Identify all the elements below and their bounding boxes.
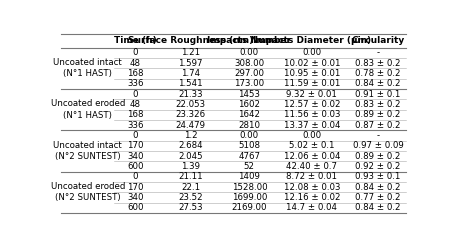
Text: 0: 0 <box>133 90 138 99</box>
Text: 1453: 1453 <box>238 90 260 99</box>
Text: 0.00: 0.00 <box>302 48 321 57</box>
Text: Time (h): Time (h) <box>114 36 157 45</box>
Text: 42.40 ± 0.7: 42.40 ± 0.7 <box>286 162 337 171</box>
Text: 0: 0 <box>133 131 138 140</box>
Text: 0.87 ± 0.2: 0.87 ± 0.2 <box>355 121 401 130</box>
Text: 170: 170 <box>127 141 144 150</box>
Text: 0.91 ± 0.1: 0.91 ± 0.1 <box>355 90 401 99</box>
Text: 9.32 ± 0.01: 9.32 ± 0.01 <box>286 90 337 99</box>
Text: 1409: 1409 <box>238 172 260 181</box>
Text: 1642: 1642 <box>238 110 260 119</box>
Text: 52: 52 <box>244 162 255 171</box>
Text: -: - <box>376 48 380 57</box>
Text: 1528.00: 1528.00 <box>231 183 267 192</box>
Text: 340: 340 <box>127 152 144 161</box>
Text: 24.479: 24.479 <box>175 121 206 130</box>
Text: 21.11: 21.11 <box>178 172 203 181</box>
Text: Impacts Diameter (μm): Impacts Diameter (μm) <box>253 36 371 45</box>
Text: 12.16 ± 0.02: 12.16 ± 0.02 <box>283 193 340 202</box>
Text: 4767: 4767 <box>238 152 260 161</box>
Text: 308.00: 308.00 <box>234 59 264 68</box>
Text: 2810: 2810 <box>238 121 260 130</box>
Text: 0.84 ± 0.2: 0.84 ± 0.2 <box>355 203 401 212</box>
Text: Uncoated eroded
(N°2 SUNTEST): Uncoated eroded (N°2 SUNTEST) <box>51 182 125 202</box>
Text: 12.06 ± 0.04: 12.06 ± 0.04 <box>283 152 340 161</box>
Text: 0.93 ± 0.1: 0.93 ± 0.1 <box>355 172 401 181</box>
Text: Circularity: Circularity <box>351 36 404 45</box>
Text: 0.00: 0.00 <box>240 48 259 57</box>
Text: 8.72 ± 0.01: 8.72 ± 0.01 <box>286 172 337 181</box>
Text: Uncoated intact
(N°1 HAST): Uncoated intact (N°1 HAST) <box>54 58 122 78</box>
Text: 336: 336 <box>127 79 144 88</box>
Text: 297.00: 297.00 <box>234 69 264 78</box>
Text: 0: 0 <box>133 48 138 57</box>
Text: 22.1: 22.1 <box>181 183 200 192</box>
Text: 0.78 ± 0.2: 0.78 ± 0.2 <box>355 69 401 78</box>
Text: 173.00: 173.00 <box>234 79 264 88</box>
Text: 1699.00: 1699.00 <box>232 193 267 202</box>
Text: 0.00: 0.00 <box>240 131 259 140</box>
Text: 23.326: 23.326 <box>175 110 206 119</box>
Text: 48: 48 <box>130 100 141 109</box>
Text: 168: 168 <box>127 69 144 78</box>
Text: 27.53: 27.53 <box>178 203 203 212</box>
Text: Surface Roughness (nm): Surface Roughness (nm) <box>128 36 253 45</box>
Text: 11.56 ± 0.03: 11.56 ± 0.03 <box>283 110 340 119</box>
Text: 2169.00: 2169.00 <box>232 203 267 212</box>
Text: 21.33: 21.33 <box>178 90 203 99</box>
Text: 168: 168 <box>127 110 144 119</box>
Text: 1.2: 1.2 <box>184 131 197 140</box>
Text: 0.84 ± 0.2: 0.84 ± 0.2 <box>355 183 401 192</box>
Text: 0.97 ± 0.09: 0.97 ± 0.09 <box>353 141 403 150</box>
Text: 12.57 ± 0.02: 12.57 ± 0.02 <box>283 100 340 109</box>
Text: 2.045: 2.045 <box>178 152 203 161</box>
Text: 1.597: 1.597 <box>178 59 203 68</box>
Text: 1.74: 1.74 <box>181 69 200 78</box>
Text: 1.541: 1.541 <box>178 79 203 88</box>
Text: 13.37 ± 0.04: 13.37 ± 0.04 <box>283 121 340 130</box>
Text: 0.83 ± 0.2: 0.83 ± 0.2 <box>355 100 401 109</box>
Text: Impacts Number: Impacts Number <box>207 36 292 45</box>
Text: 0.92 ± 0.2: 0.92 ± 0.2 <box>355 162 401 171</box>
Text: 0.77 ± 0.2: 0.77 ± 0.2 <box>355 193 401 202</box>
Text: 0.89 ± 0.2: 0.89 ± 0.2 <box>355 110 401 119</box>
Text: 10.02 ± 0.01: 10.02 ± 0.01 <box>283 59 340 68</box>
Text: 5108: 5108 <box>238 141 260 150</box>
Text: 22.053: 22.053 <box>175 100 206 109</box>
Text: 1.21: 1.21 <box>181 48 200 57</box>
Text: 0: 0 <box>133 172 138 181</box>
Text: 48: 48 <box>130 59 141 68</box>
Text: 10.95 ± 0.01: 10.95 ± 0.01 <box>283 69 340 78</box>
Text: 170: 170 <box>127 183 144 192</box>
Text: 0.84 ± 0.2: 0.84 ± 0.2 <box>355 79 401 88</box>
Text: 600: 600 <box>127 203 144 212</box>
Text: 14.7 ± 0.04: 14.7 ± 0.04 <box>286 203 337 212</box>
Text: Uncoated eroded
(N°1 HAST): Uncoated eroded (N°1 HAST) <box>51 100 125 120</box>
Text: 23.52: 23.52 <box>178 193 203 202</box>
Text: 340: 340 <box>127 193 144 202</box>
Text: 0.00: 0.00 <box>302 131 321 140</box>
Text: 1602: 1602 <box>238 100 260 109</box>
Text: -: - <box>376 131 380 140</box>
Text: 0.83 ± 0.2: 0.83 ± 0.2 <box>355 59 401 68</box>
Text: 1.39: 1.39 <box>181 162 200 171</box>
Text: 2.684: 2.684 <box>178 141 203 150</box>
Text: 12.08 ± 0.03: 12.08 ± 0.03 <box>283 183 340 192</box>
Text: 0.89 ± 0.2: 0.89 ± 0.2 <box>355 152 401 161</box>
Text: 11.59 ± 0.01: 11.59 ± 0.01 <box>283 79 340 88</box>
Text: 5.02 ± 0.1: 5.02 ± 0.1 <box>289 141 335 150</box>
Text: 336: 336 <box>127 121 144 130</box>
Text: 600: 600 <box>127 162 144 171</box>
Text: Uncoated intact
(N°2 SUNTEST): Uncoated intact (N°2 SUNTEST) <box>54 141 122 161</box>
